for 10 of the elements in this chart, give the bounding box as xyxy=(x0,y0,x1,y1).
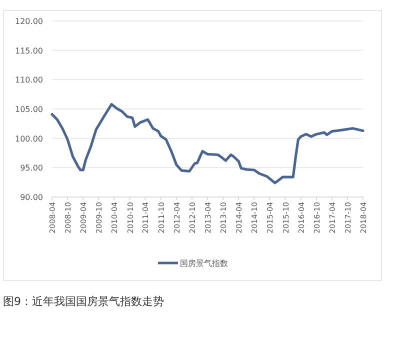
y-tick-label: 120.00 xyxy=(15,17,43,26)
legend: 国房景气指数 xyxy=(158,259,228,268)
y-tick-label: 100.00 xyxy=(15,134,43,144)
y-tick-label: 95.00 xyxy=(20,164,43,173)
text: 图9：近年我国国房景气指数走势 xyxy=(3,295,164,308)
legend-label: 国房景气指数 xyxy=(180,259,228,268)
y-tick-label: 90.00 xyxy=(20,193,43,202)
y-tick-label: 115.00 xyxy=(15,46,43,56)
y-tick-label: 105.00 xyxy=(15,105,43,114)
y-tick-label: 110.00 xyxy=(15,76,43,85)
